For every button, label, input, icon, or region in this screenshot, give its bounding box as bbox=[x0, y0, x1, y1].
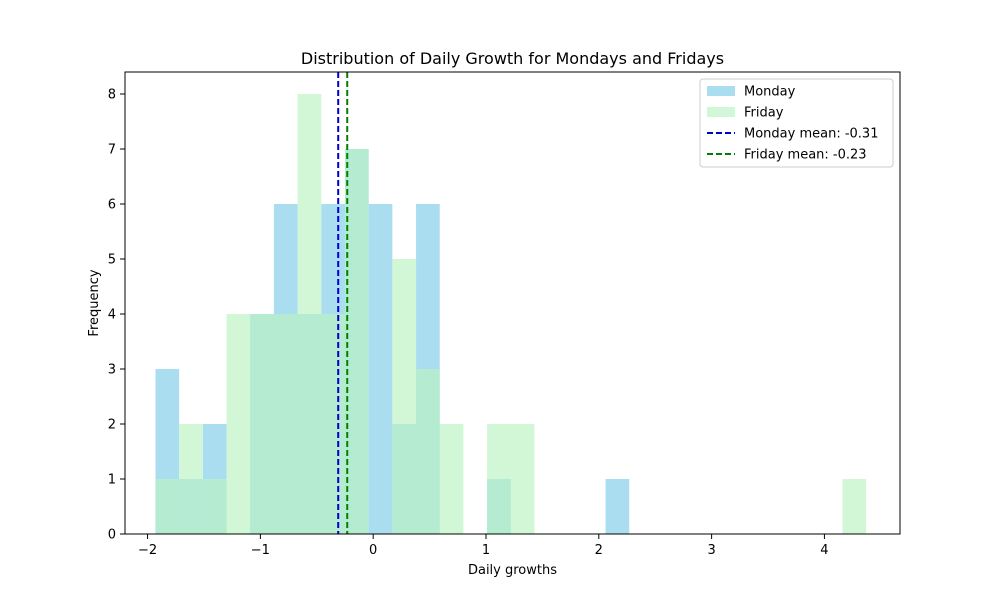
bar-friday-5 bbox=[273, 314, 298, 534]
mean-lines bbox=[337, 72, 349, 534]
x-tick-label: 3 bbox=[707, 543, 715, 558]
y-tick-label: 0 bbox=[108, 528, 116, 543]
x-tick-label: 1 bbox=[482, 543, 490, 558]
legend-swatch bbox=[707, 86, 735, 96]
x-tick-label: 4 bbox=[820, 543, 828, 558]
bar-friday-2 bbox=[202, 479, 227, 534]
y-tick-label: 8 bbox=[108, 88, 116, 103]
x-axis: −2 −1 0 1 2 3 4 bbox=[138, 534, 829, 558]
bar-friday-7 bbox=[321, 314, 345, 534]
bar-friday-0 bbox=[155, 479, 180, 534]
y-tick-label: 2 bbox=[108, 418, 116, 433]
bar-friday-4 bbox=[250, 314, 274, 534]
x-tick-label: −1 bbox=[251, 543, 270, 558]
y-tick-label: 3 bbox=[108, 363, 116, 378]
legend-swatch bbox=[707, 107, 735, 117]
legend: Monday Friday Monday mean: -0.31 Friday mea… bbox=[699, 78, 894, 168]
x-axis-label: Daily growths bbox=[468, 563, 557, 578]
bar-friday-10 bbox=[392, 259, 417, 534]
y-axis-label: Frequency bbox=[87, 269, 102, 336]
bar-friday-6 bbox=[297, 94, 322, 534]
legend-label: Monday bbox=[744, 85, 796, 100]
y-tick-label: 1 bbox=[108, 473, 116, 488]
bar-friday-11 bbox=[416, 369, 440, 534]
bar-monday-9 bbox=[368, 204, 393, 534]
bar-monday-19 bbox=[605, 479, 630, 534]
y-tick-label: 5 bbox=[108, 253, 116, 268]
legend-label: Monday mean: -0.31 bbox=[744, 127, 878, 142]
y-tick-label: 7 bbox=[108, 143, 116, 158]
plot-frame bbox=[124, 71, 901, 535]
histogram-bars bbox=[155, 94, 867, 534]
bar-friday-15 bbox=[510, 424, 535, 534]
bar-friday-1 bbox=[179, 424, 203, 534]
legend-label: Friday mean: -0.23 bbox=[744, 148, 867, 163]
y-tick-label: 6 bbox=[108, 198, 116, 213]
y-axis: 0 1 2 3 4 5 6 7 8 bbox=[108, 88, 125, 543]
x-tick-label: −2 bbox=[138, 543, 157, 558]
bar-friday-8 bbox=[344, 149, 369, 534]
legend-box bbox=[699, 78, 894, 168]
chart-title: Distribution of Daily Growth for Mondays… bbox=[301, 49, 724, 68]
y-tick-label: 4 bbox=[108, 308, 116, 323]
x-tick-label: 0 bbox=[369, 543, 377, 558]
bar-friday-12 bbox=[439, 424, 464, 534]
legend-label: Friday bbox=[744, 106, 784, 121]
bar-friday-29 bbox=[842, 479, 867, 534]
bar-friday-3 bbox=[226, 314, 251, 534]
x-tick-label: 2 bbox=[595, 543, 603, 558]
bar-friday-14 bbox=[487, 424, 511, 534]
